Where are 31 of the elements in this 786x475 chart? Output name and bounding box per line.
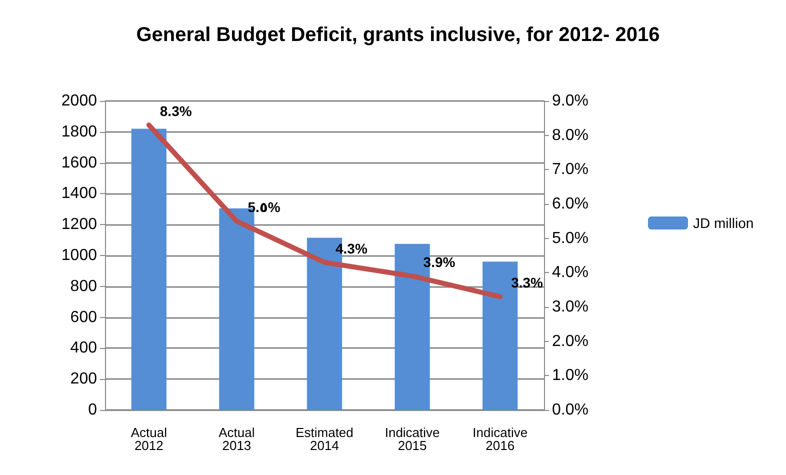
y2-tick-label: 1.0% <box>552 367 588 384</box>
y-tick-label: 200 <box>70 370 98 388</box>
y2-tick-label: 9.0% <box>552 92 588 110</box>
y2-tick-label: 4.0% <box>552 264 588 282</box>
x-tick-label: Actual 2012 <box>130 425 168 453</box>
y2-tick-label: 7.0% <box>552 161 588 178</box>
y-tick-label: 1400 <box>61 185 98 202</box>
y2-tick-label: 5.0% <box>552 230 588 247</box>
y2-tick-label: 8.0% <box>552 126 588 144</box>
chart-title: General Budget Deficit, grants inclusive, for 2012- 2016 <box>136 24 660 46</box>
y-tick-label: 0 <box>88 402 98 418</box>
y-tick-label: 400 <box>70 340 98 357</box>
y-tick-label: 800 <box>70 278 98 295</box>
y2-tick-label: 0.0% <box>552 402 588 418</box>
x-tick-label: Indicative 2015 <box>384 425 440 453</box>
y-tick-label: 600 <box>70 308 98 326</box>
bar <box>131 128 166 410</box>
x-tick-label: Actual 2013 <box>218 425 255 453</box>
legend-label: JD million <box>693 215 754 231</box>
y-tick-label: 1800 <box>61 123 98 140</box>
y-tick-label: 1200 <box>61 216 98 234</box>
x-tick-label: Indicative 2016 <box>472 425 528 453</box>
y2-tick-label: 2.0% <box>552 332 588 350</box>
y-tick-label: 1600 <box>61 154 98 172</box>
y-tick-label: 1000 <box>61 247 98 264</box>
x-tick-label: Estimated 2014 <box>296 425 354 453</box>
data-label: 8.3% <box>160 103 192 120</box>
data-label: 5.٥% <box>248 199 281 216</box>
y2-tick-label: 3.0% <box>552 298 588 316</box>
y-tick-label: 2000 <box>61 92 98 110</box>
y2-tick-label: 6.0% <box>552 196 588 212</box>
